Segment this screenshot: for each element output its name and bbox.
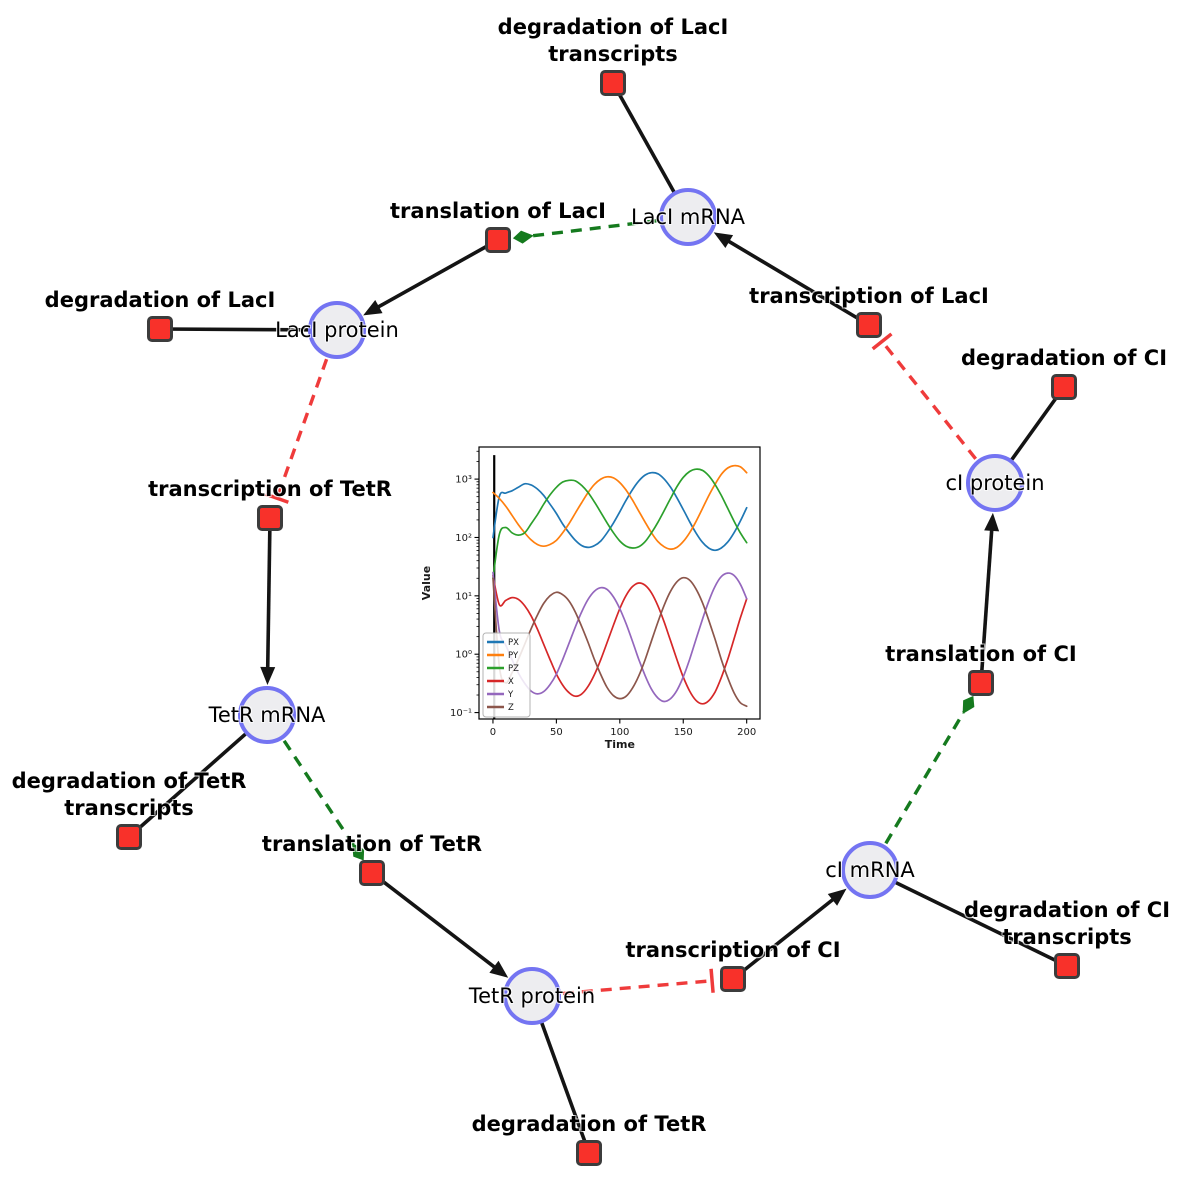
species-node-ci-mrna — [841, 841, 899, 899]
reaction-label-line: translation of TetR — [261, 832, 483, 856]
reaction-label-translation-laci: translation of LacI — [390, 198, 606, 225]
y-tick-label: 10¹ — [455, 591, 472, 602]
edge-inhibition-ci-protein-transcription-laci — [871, 332, 978, 460]
time-series-curve-y — [492, 571, 748, 703]
edge-consumption-laci-protein-deg-laci — [159, 327, 338, 332]
reaction-node-deg-ci-transcripts — [1054, 953, 1080, 979]
species-label-laci-protein: LacI protein — [275, 318, 399, 342]
time-series-curve-px — [492, 471, 748, 552]
reaction-label-line: transcription of CI — [625, 938, 841, 962]
reaction-label-deg-ci-transcripts: degradation of CI transcripts — [964, 897, 1170, 951]
reaction-label-line: transcripts — [64, 796, 194, 820]
x-tick-label: 50 — [550, 727, 563, 738]
reaction-label-line: degradation of LacI — [44, 288, 276, 312]
reaction-node-transcription-ci — [720, 966, 746, 992]
reaction-label-deg-laci-transcripts: degradation of LacI transcripts — [498, 14, 729, 68]
y-axis-label: Value — [420, 566, 433, 600]
reaction-label-line: degradation of CI — [960, 346, 1168, 370]
species-label-tetr-mrna: TetR mRNA — [208, 703, 326, 727]
reaction-node-deg-ci — [1051, 374, 1077, 400]
edge-modifier-laci-mrna-translation-laci — [512, 219, 658, 244]
reaction-label-deg-laci: degradation of LacI — [45, 287, 276, 314]
inset-plot: 10⁻¹ 10⁰ 10¹ 10² 10³ 0 50 100 150 200 PX PY PZ X Y Z Tim… — [408, 430, 780, 766]
legend-entry-py: PY — [508, 651, 519, 661]
x-tick-label: 100 — [610, 727, 629, 738]
x-axis-label: Time — [605, 738, 635, 751]
reaction-label-transcription-laci: transcription of LacI — [749, 283, 989, 310]
species-node-tetr-mrna — [238, 686, 296, 744]
time-series-curve-py — [492, 464, 748, 550]
y-tick-label: 10⁰ — [455, 650, 472, 661]
x-tick-label: 200 — [737, 727, 756, 738]
edge-production-transcription-ci-ci-mrna — [731, 888, 847, 981]
x-tick-label: 150 — [674, 727, 693, 738]
reaction-node-transcription-tetr — [257, 505, 283, 531]
edge-inhibition-tetr-protein-transcription-ci — [562, 968, 715, 996]
reaction-node-deg-laci-transcripts — [600, 70, 626, 96]
edge-modifier-tetr-mrna-translation-tetr — [282, 739, 365, 861]
reaction-label-transcription-ci: transcription of CI — [625, 937, 840, 964]
legend-entry-y: Y — [507, 690, 514, 700]
species-label-ci-mrna: cI mRNA — [825, 858, 915, 882]
edge-consumption-tetr-mrna-deg-tetr-transcripts — [127, 713, 269, 839]
reaction-label-line: degradation of CI — [963, 898, 1171, 922]
species-label-tetr-protein: TetR protein — [468, 984, 596, 1008]
edge-production-translation-tetr-tetr-protein — [370, 871, 509, 978]
reaction-label-deg-ci: degradation of CI — [961, 345, 1167, 372]
reaction-label-translation-tetr: translation of TetR — [262, 831, 482, 858]
edge-consumption-ci-mrna-deg-ci-transcripts — [869, 868, 1068, 968]
reaction-label-line: transcripts — [548, 42, 678, 66]
reaction-label-line: transcription of LacI — [749, 284, 989, 308]
species-node-laci-mrna — [659, 188, 717, 246]
time-series-curve-z — [492, 576, 748, 708]
edge-production-transcription-tetr-tetr-mrna — [260, 517, 276, 686]
inset-plot-svg: 10⁻¹ 10⁰ 10¹ 10² 10³ 0 50 100 150 200 PX PY PZ XYZ Tim… — [420, 446, 761, 751]
reaction-label-line: translation of LacI — [390, 199, 606, 223]
x-tick-label: 0 — [490, 727, 496, 738]
y-tick-label: 10³ — [455, 475, 472, 486]
edge-production-translation-ci-ci-protein — [979, 512, 1000, 684]
species-label-ci-protein: cI protein — [945, 471, 1045, 495]
reaction-label-deg-tetr: degradation of TetR — [472, 1111, 707, 1138]
species-node-tetr-protein — [503, 967, 561, 1025]
edge-production-transcription-laci-laci-mrna — [713, 232, 870, 327]
reaction-label-line: transcripts — [1002, 925, 1132, 949]
edge-modifier-ci-mrna-translation-ci — [884, 695, 975, 845]
plot-legend: PX PY PZ XYZ — [482, 632, 531, 718]
y-tick-label: 10⁻¹ — [450, 708, 472, 719]
reaction-label-translation-ci: translation of CI — [885, 641, 1076, 668]
species-node-laci-protein — [308, 301, 366, 359]
reaction-node-transcription-laci — [856, 312, 882, 338]
y-tick-label: 10² — [455, 533, 472, 544]
reaction-node-translation-ci — [968, 670, 994, 696]
reaction-label-line: degradation of LacI — [497, 15, 729, 39]
reaction-label-transcription-tetr: transcription of TetR — [148, 476, 392, 503]
legend-entry-pz: PZ — [508, 664, 519, 674]
plot-frame — [478, 446, 761, 720]
reaction-node-translation-tetr — [359, 860, 385, 886]
reaction-node-translation-laci — [485, 227, 511, 253]
reaction-node-deg-tetr-transcripts — [116, 824, 142, 850]
reaction-node-deg-tetr — [576, 1140, 602, 1166]
legend-entry-z: Z — [508, 703, 514, 713]
time-series-curve-pz — [492, 468, 748, 580]
legend-entry-px: PX — [508, 638, 519, 648]
reaction-node-deg-laci — [147, 316, 173, 342]
species-node-ci-protein — [966, 454, 1024, 512]
reaction-label-line: translation of CI — [885, 642, 1077, 666]
edge-inhibition-laci-protein-transcription-tetr — [265, 358, 329, 504]
reaction-label-deg-tetr-transcripts: degradation of TetR transcripts — [12, 768, 247, 822]
reaction-label-line: transcription of TetR — [148, 477, 392, 501]
legend-entry-x: X — [508, 677, 514, 687]
species-label-laci-mrna: LacI mRNA — [630, 205, 746, 229]
reaction-label-line: degradation of TetR — [471, 1112, 707, 1136]
reaction-label-line: degradation of TetR — [11, 769, 247, 793]
edge-production-translation-laci-laci-protein — [363, 238, 499, 316]
